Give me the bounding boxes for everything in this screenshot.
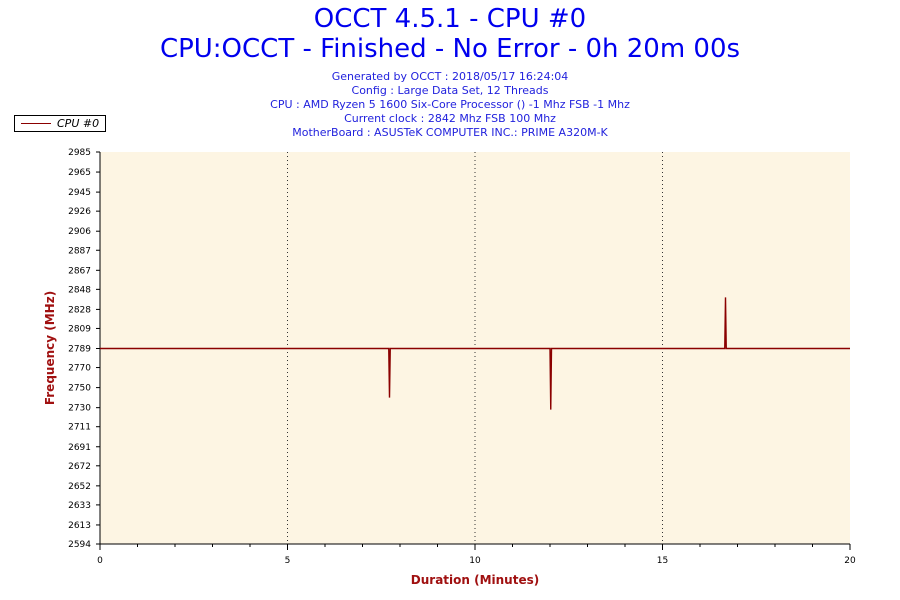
- series-line: [100, 297, 850, 410]
- y-tick-label: 2926: [68, 207, 91, 217]
- x-tick-label: 5: [285, 556, 291, 566]
- y-tick-label: 2828: [68, 305, 91, 315]
- chart-info: Generated by OCCT : 2018/05/17 16:24:04 …: [0, 70, 900, 140]
- y-tick-label: 2809: [68, 324, 91, 334]
- y-tick-label: 2789: [68, 345, 91, 355]
- y-tick-label: 2633: [68, 501, 91, 511]
- chart-legend: CPU #0: [14, 115, 106, 132]
- y-tick-label: 2848: [68, 285, 91, 295]
- chart-title: OCCT 4.5.1 - CPU #0: [313, 4, 587, 34]
- y-tick-label: 2711: [68, 423, 91, 433]
- y-tick-label: 2594: [68, 540, 91, 550]
- x-tick-label: 20: [844, 556, 856, 566]
- legend-label: CPU #0: [57, 117, 100, 130]
- y-tick-label: 2730: [68, 404, 91, 414]
- legend-swatch: [21, 123, 51, 124]
- info-generated: Generated by OCCT : 2018/05/17 16:24:04: [331, 70, 569, 83]
- y-axis-title: Frequency (MHz): [43, 291, 57, 405]
- y-tick-label: 2965: [68, 168, 91, 178]
- y-tick-label: 2770: [68, 364, 91, 374]
- info-motherboard: MotherBoard : ASUSTeK COMPUTER INC.: PRI…: [292, 126, 608, 139]
- x-axis-title: Duration (Minutes): [411, 573, 539, 587]
- y-tick-label: 2672: [68, 462, 91, 472]
- chart-subtitle: CPU:OCCT - Finished - No Error - 0h 20m …: [159, 34, 741, 64]
- info-config: Config : Large Data Set, 12 Threads: [351, 84, 549, 97]
- x-tick-label: 10: [469, 556, 481, 566]
- y-tick-label: 2887: [68, 246, 91, 256]
- x-tick-label: 0: [97, 556, 103, 566]
- info-cpu: CPU : AMD Ryzen 5 1600 Six-Core Processo…: [270, 98, 630, 111]
- y-tick-label: 2945: [68, 188, 91, 198]
- y-tick-label: 2985: [68, 148, 91, 158]
- y-tick-label: 2750: [68, 384, 91, 394]
- info-clock: Current clock : 2842 Mhz FSB 100 Mhz: [344, 112, 556, 125]
- y-tick-label: 2867: [68, 266, 91, 276]
- y-tick-label: 2613: [68, 521, 91, 531]
- y-tick-label: 2652: [68, 482, 91, 492]
- x-tick-label: 15: [657, 556, 668, 566]
- y-tick-label: 2906: [68, 227, 91, 237]
- y-tick-label: 2691: [68, 443, 91, 453]
